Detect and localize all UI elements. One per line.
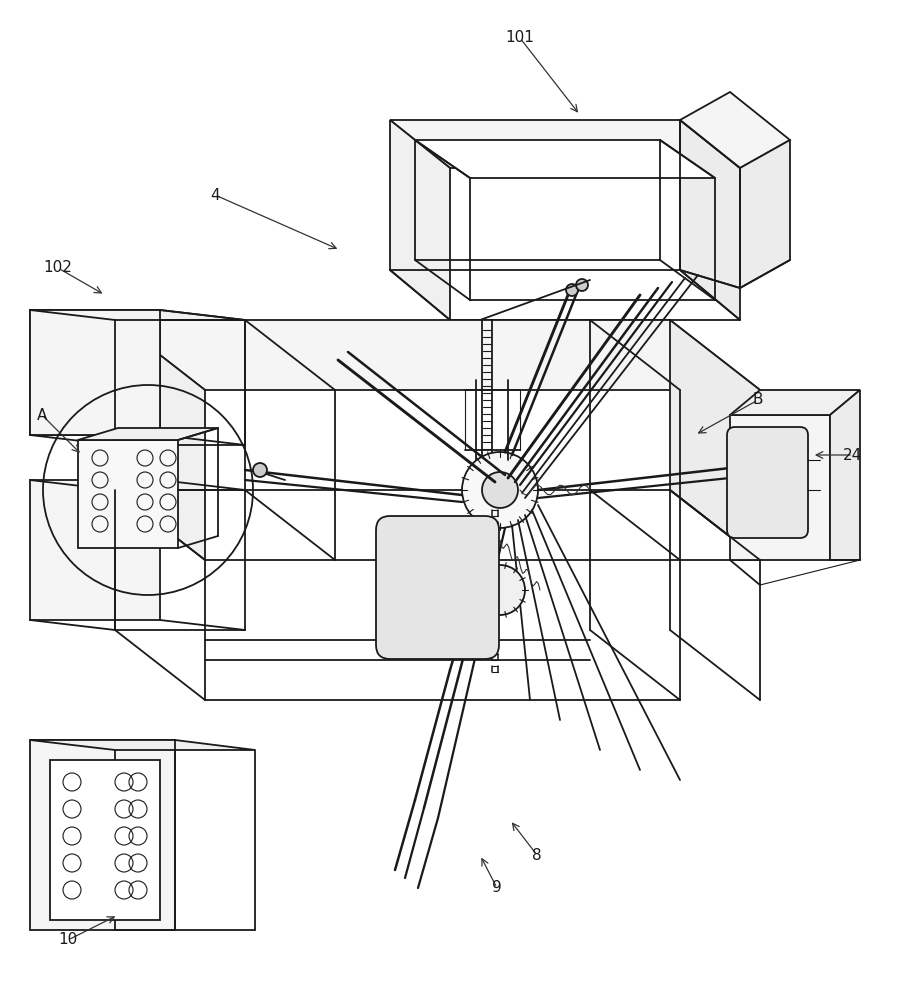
Text: 8: 8: [532, 848, 542, 862]
Polygon shape: [680, 120, 740, 320]
Text: 101: 101: [505, 30, 535, 45]
Text: 9: 9: [493, 880, 502, 896]
Polygon shape: [670, 320, 760, 560]
Polygon shape: [830, 390, 860, 560]
Polygon shape: [730, 415, 830, 560]
Polygon shape: [30, 310, 160, 435]
Polygon shape: [415, 140, 715, 178]
Polygon shape: [115, 320, 205, 560]
Text: 10: 10: [59, 932, 77, 948]
Text: B: B: [753, 392, 764, 408]
Polygon shape: [680, 92, 790, 168]
Polygon shape: [390, 120, 450, 320]
Polygon shape: [30, 310, 245, 320]
Circle shape: [253, 463, 267, 477]
Polygon shape: [740, 140, 790, 288]
Polygon shape: [78, 440, 178, 548]
Text: A: A: [37, 408, 47, 422]
Polygon shape: [30, 310, 160, 435]
Polygon shape: [30, 480, 160, 620]
Text: 4: 4: [210, 188, 220, 202]
Circle shape: [462, 452, 538, 528]
Polygon shape: [115, 320, 760, 390]
Circle shape: [482, 472, 518, 508]
Text: 102: 102: [43, 260, 73, 275]
Circle shape: [566, 284, 578, 296]
Circle shape: [475, 565, 525, 615]
Polygon shape: [30, 740, 255, 750]
Polygon shape: [30, 740, 175, 930]
Polygon shape: [78, 428, 218, 440]
FancyBboxPatch shape: [376, 516, 499, 659]
Polygon shape: [390, 120, 740, 168]
Polygon shape: [50, 760, 160, 920]
Circle shape: [576, 279, 588, 291]
FancyBboxPatch shape: [727, 427, 808, 538]
Text: 24: 24: [844, 448, 863, 462]
Polygon shape: [730, 390, 860, 415]
